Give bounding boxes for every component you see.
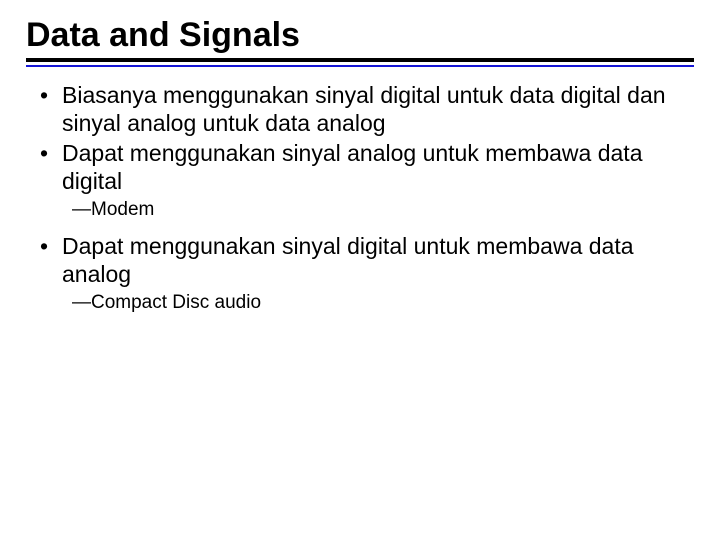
bullet-item: Dapat menggunakan sinyal analog untuk me… bbox=[40, 139, 690, 222]
content-area: Biasanya menggunakan sinyal digital untu… bbox=[26, 81, 694, 315]
bullet-text: Dapat menggunakan sinyal digital untuk m… bbox=[62, 233, 634, 287]
bullet-item: Biasanya menggunakan sinyal digital untu… bbox=[40, 81, 690, 137]
bullet-text: Dapat menggunakan sinyal analog untuk me… bbox=[62, 140, 643, 194]
slide: Data and Signals Biasanya menggunakan si… bbox=[0, 0, 720, 540]
bullet-text: Biasanya menggunakan sinyal digital untu… bbox=[62, 82, 666, 136]
bullet-list: Biasanya menggunakan sinyal digital untu… bbox=[26, 81, 694, 315]
title-rule-thin bbox=[26, 65, 694, 67]
slide-title: Data and Signals bbox=[26, 18, 694, 54]
bullet-item: Dapat menggunakan sinyal digital untuk m… bbox=[40, 232, 690, 315]
sub-item: —Modem bbox=[62, 199, 690, 222]
title-rule-thick bbox=[26, 58, 694, 62]
sub-item: —Compact Disc audio bbox=[62, 292, 690, 315]
